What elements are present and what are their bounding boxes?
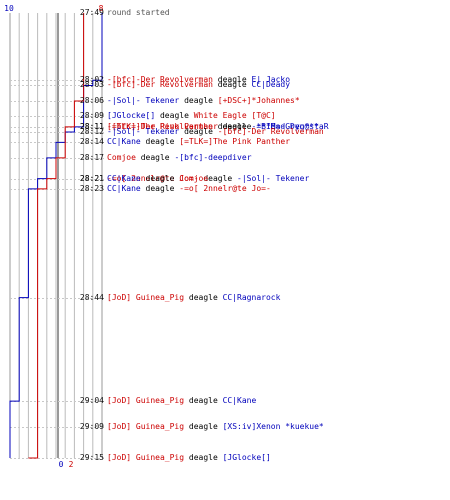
event-weapon: deagle	[179, 127, 213, 136]
event-time-label: 28:12	[79, 127, 104, 136]
event-time-label: 28:02	[79, 75, 104, 84]
event-actor: -=o[ 2nnelr@te Jo=-	[107, 174, 199, 183]
event-weapon: deagle	[140, 184, 175, 193]
event-weapon: deagle	[184, 396, 218, 405]
event-time-label: 28:09	[79, 111, 104, 120]
event-weapon: deagle	[184, 293, 218, 302]
event-time-label: 29:04	[79, 396, 104, 405]
event-row: CC|Kane deagle -=o[ 2nnelr@te Jo=-	[107, 184, 271, 194]
blue-start-count: 10	[4, 4, 14, 13]
event-row: [JoD] Guinea_Pig deagle [XS:iv]Xenon *ku…	[107, 422, 324, 432]
event-weapon: deagle	[155, 111, 189, 120]
red-end-count: 2	[69, 460, 74, 469]
event-weapon: deagle	[140, 174, 175, 183]
event-victim: -[bfc]-Der Revolverman	[212, 127, 324, 136]
event-victim: -|Sol|- Tekener	[232, 174, 310, 183]
event-actor: CC|Kane	[107, 184, 141, 193]
event-time-label: 28:06	[79, 96, 104, 105]
event-weapon: deagle	[198, 174, 233, 183]
event-time-label: 28:17	[79, 153, 104, 162]
event-time-label: 29:09	[79, 422, 104, 431]
event-time-label: 28:03	[79, 80, 104, 89]
event-victim: -[bfc]-deepdiver	[169, 153, 252, 162]
event-victim: [+DSC+]*Johannes*	[212, 96, 300, 105]
event-actor: -|Sol|- Tekener	[107, 96, 180, 105]
event-row: CC|Kane deagle [=TLK=]The Pink Panther	[107, 137, 290, 147]
event-actor: [=TLK=]The Pink Panther	[107, 122, 218, 131]
event-row: -[bfc]-Der Revolverman deagle E| Jacko	[107, 75, 290, 85]
event-weapon: deagle	[184, 422, 218, 431]
event-weapon: deagle	[212, 80, 247, 89]
event-time-label: 28:14	[79, 137, 104, 146]
event-row: [=TLK=]The Pink Panther deagle ***MadGre…	[107, 122, 319, 132]
red-start-count: 8	[99, 4, 104, 13]
event-weapon: deagle	[184, 453, 218, 462]
event-victim: CC|Ragnarock	[217, 293, 281, 302]
blue-end-count: 0	[59, 460, 64, 469]
event-actor: [JGlocke[]	[107, 111, 156, 120]
event-weapon: deagle	[140, 137, 175, 146]
event-row: round started	[107, 8, 170, 18]
event-actor: -[bfc]-Der Revolverman	[107, 80, 213, 89]
event-actor: [JoD] Guinea_Pig	[107, 293, 185, 302]
event-actor: [JoD] Guinea_Pig	[107, 396, 185, 405]
event-time-label: 28:44	[79, 293, 104, 302]
event-actor: -[bfc]-Der Revolverman	[107, 122, 213, 131]
event-row: [JoD] Guinea_Pig deagle [JGlocke[]	[107, 453, 271, 463]
event-victim: White Eagle [T@C]	[188, 111, 276, 120]
event-time-label: 28:11	[79, 122, 104, 131]
event-row: CC|Kane deagle Comjoe	[107, 174, 208, 184]
event-actor: CC|Kane	[107, 174, 141, 183]
event-row: -[bfc]-Der Revolverman deagle -=BIB=- Dy…	[107, 122, 329, 132]
event-victim: Comjoe	[174, 174, 209, 183]
event-victim: [=TLK=]The Pink Panther	[174, 137, 291, 146]
event-victim: CC|Kane	[217, 396, 257, 405]
event-weapon: deagle	[212, 75, 247, 84]
event-victim: ***MadGreg***	[251, 122, 319, 131]
event-time-label: 28:21	[79, 174, 104, 183]
event-actor: round started	[107, 8, 170, 17]
event-row: [JGlocke[] deagle White Eagle [T@C]	[107, 111, 276, 121]
event-time-label: 29:15	[79, 453, 104, 462]
event-actor: CC|Kane	[107, 137, 141, 146]
event-row: [JoD] Guinea_Pig deagle CC|Ragnarock	[107, 293, 280, 303]
event-time-label: 27:49	[79, 8, 104, 17]
event-row: -[bfc]-Der Revolverman deagle CC|Deady	[107, 80, 290, 90]
event-victim: [JGlocke[]	[217, 453, 271, 462]
event-weapon: deagle	[217, 122, 252, 131]
event-row: -|Sol|- Tekener deagle [+DSC+]*Johannes*	[107, 96, 300, 106]
event-row: [JoD] Guinea_Pig deagle CC|Kane	[107, 396, 256, 406]
event-victim: CC|Deady	[246, 80, 291, 89]
event-actor: [JoD] Guinea_Pig	[107, 422, 185, 431]
event-time-label: 28:23	[79, 184, 104, 193]
event-weapon: deagle	[135, 153, 170, 162]
event-actor: -|Sol|- Tekener	[107, 127, 180, 136]
event-time-label: 28:11	[79, 122, 104, 131]
event-victim: -=BIB=- Dyn@staR	[246, 122, 329, 131]
event-row: Comjoe deagle -[bfc]-deepdiver	[107, 153, 252, 163]
event-actor: Comjoe	[107, 153, 136, 162]
event-victim: E| Jacko	[246, 75, 291, 84]
event-victim: [XS:iv]Xenon *kuekue*	[217, 422, 324, 431]
event-actor: -[bfc]-Der Revolverman	[107, 75, 213, 84]
event-time-label: 28:21	[79, 174, 104, 183]
event-weapon: deagle	[212, 122, 247, 131]
event-row: -=o[ 2nnelr@te Jo=- deagle -|Sol|- Teken…	[107, 174, 309, 184]
event-weapon: deagle	[179, 96, 213, 105]
event-actor: [JoD] Guinea_Pig	[107, 453, 185, 462]
red-team-line	[28, 13, 85, 459]
event-row: -|Sol|- Tekener deagle -[bfc]-Der Revolv…	[107, 127, 324, 137]
event-victim: -=o[ 2nnelr@te Jo=-	[174, 184, 271, 193]
